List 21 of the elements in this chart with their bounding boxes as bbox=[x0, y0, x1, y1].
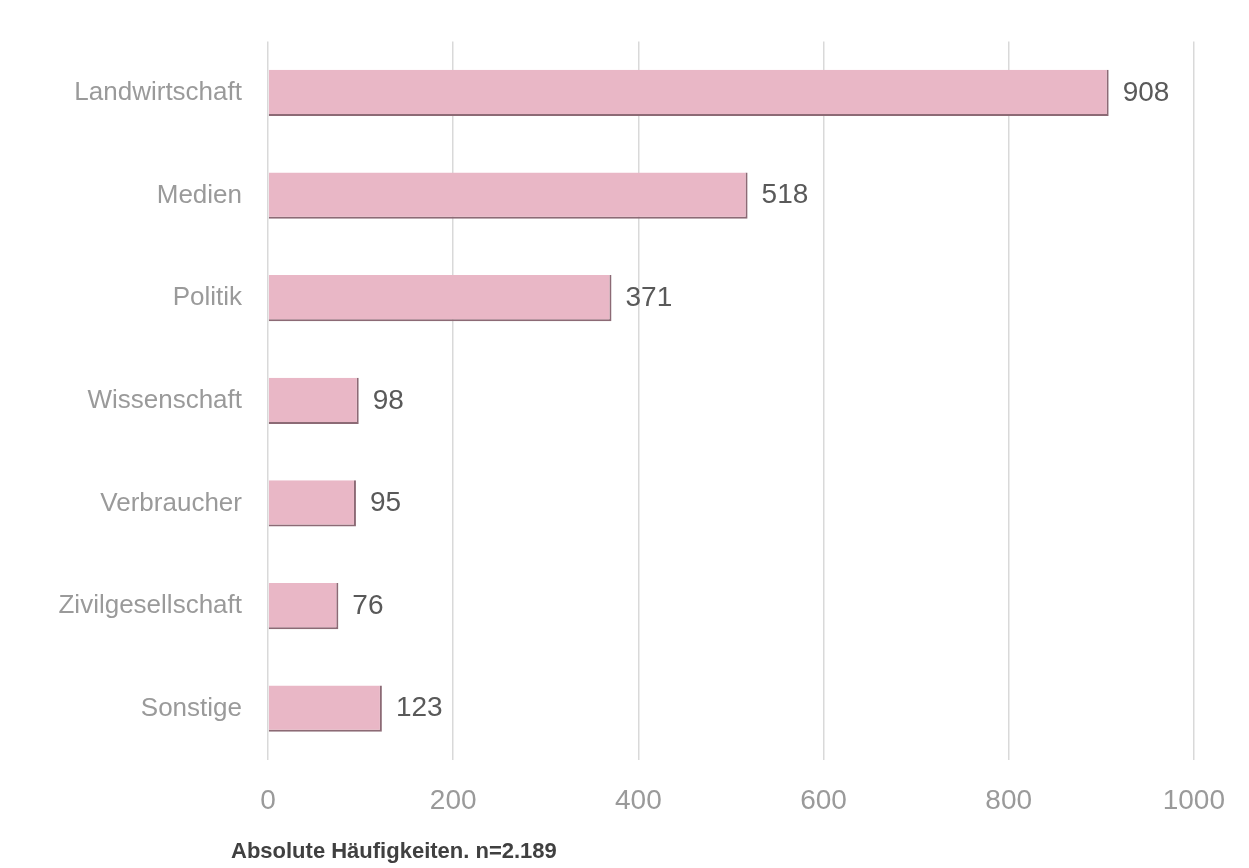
x-tick-label: 1000 bbox=[1162, 783, 1225, 815]
y-tick-label: Sonstige bbox=[140, 691, 242, 722]
y-tick-label: Politik bbox=[172, 281, 243, 312]
data-label: 518 bbox=[761, 178, 809, 210]
data-label: 76 bbox=[352, 588, 384, 620]
x-tick-label: 400 bbox=[614, 783, 662, 815]
y-tick-label: Zivilgesellschaft bbox=[58, 589, 243, 620]
y-tick-label: Medien bbox=[156, 178, 242, 209]
x-tick-label: 800 bbox=[985, 783, 1033, 815]
data-label: 908 bbox=[1122, 75, 1170, 107]
x-tick-label: 0 bbox=[260, 783, 276, 815]
y-tick-label: Landwirtschaft bbox=[74, 76, 243, 107]
y-tick-label: Wissenschaft bbox=[87, 383, 243, 414]
data-label: 98 bbox=[372, 383, 404, 415]
x-tick-label: 200 bbox=[429, 783, 477, 815]
text: Absolute Häufigkeiten. n=2.189 bbox=[231, 838, 557, 864]
data-label: 123 bbox=[395, 691, 443, 723]
x-tick-label: 600 bbox=[800, 783, 847, 815]
y-tick-label: Verbraucher bbox=[100, 486, 243, 517]
data-label: 95 bbox=[369, 486, 402, 518]
data-label: 371 bbox=[625, 280, 673, 312]
